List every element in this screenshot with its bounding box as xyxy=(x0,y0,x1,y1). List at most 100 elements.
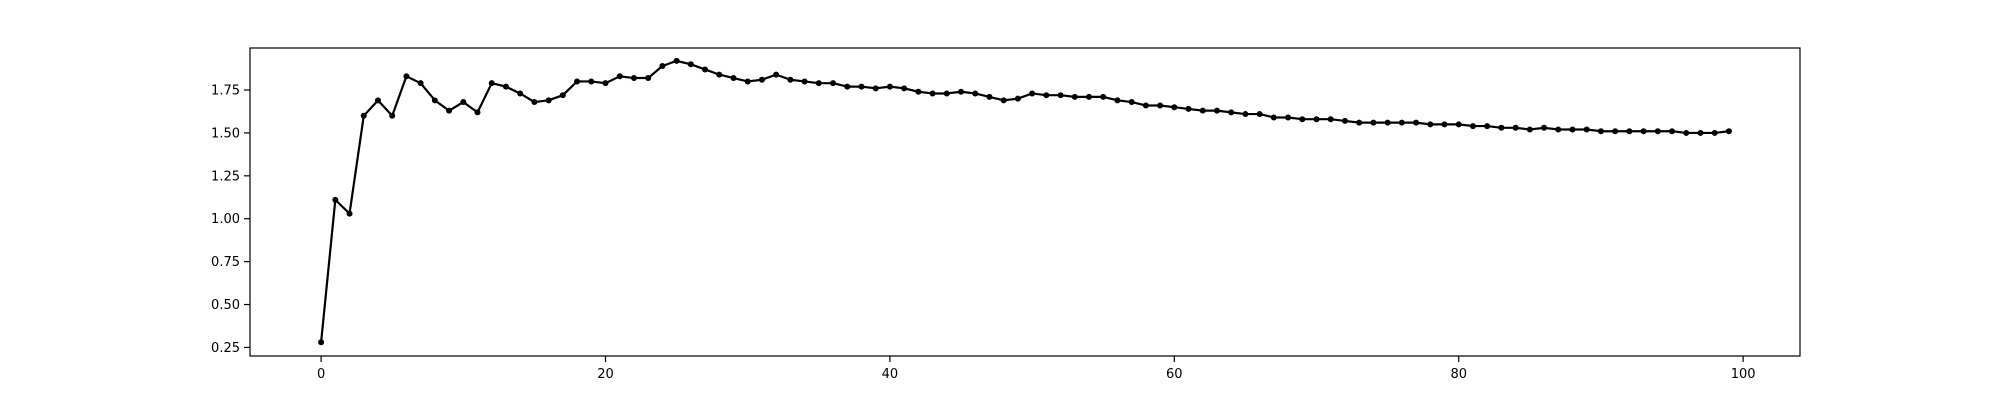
data-point xyxy=(1512,124,1519,131)
data-point xyxy=(460,99,467,106)
y-tick-label: 1.25 xyxy=(211,169,240,184)
data-point xyxy=(872,85,879,92)
data-point xyxy=(1541,124,1548,131)
x-tick-label: 20 xyxy=(597,367,614,382)
data-point xyxy=(1612,128,1619,135)
x-tick-label: 40 xyxy=(882,367,899,382)
data-point xyxy=(1043,92,1050,99)
data-point xyxy=(559,92,566,99)
data-point xyxy=(1341,117,1348,124)
y-axis: 0.25 0.50 0.75 1.00 1.25 1.50 1.75 xyxy=(211,84,250,356)
data-point xyxy=(630,75,637,82)
data-point xyxy=(1228,109,1235,116)
data-point xyxy=(773,71,780,78)
y-tick-label: 1.50 xyxy=(211,126,240,141)
data-point xyxy=(488,80,495,87)
data-point xyxy=(1270,114,1277,121)
data-point xyxy=(915,88,922,95)
y-tick-label: 0.25 xyxy=(211,341,240,356)
data-point xyxy=(645,75,652,82)
data-point xyxy=(1000,97,1007,104)
data-point xyxy=(346,210,353,217)
data-point xyxy=(502,83,509,90)
data-point xyxy=(730,75,737,82)
data-point xyxy=(830,80,837,87)
data-point xyxy=(574,78,581,85)
x-tick-label: 60 xyxy=(1166,367,1183,382)
data-point xyxy=(1014,95,1021,102)
data-point xyxy=(716,71,723,78)
x-tick-label: 100 xyxy=(1731,367,1756,382)
data-point xyxy=(1683,129,1690,136)
data-point xyxy=(602,80,609,87)
data-point xyxy=(1327,116,1334,123)
data-point xyxy=(1356,119,1363,126)
data-point xyxy=(673,57,680,64)
data-point xyxy=(1142,102,1149,109)
data-point xyxy=(1029,90,1036,97)
data-point xyxy=(531,99,538,106)
data-point xyxy=(417,80,424,87)
data-point xyxy=(1384,119,1391,126)
data-point xyxy=(1455,121,1462,128)
data-point xyxy=(659,63,666,70)
data-point xyxy=(545,97,552,104)
data-point xyxy=(389,112,396,119)
data-point xyxy=(1185,105,1192,112)
data-point xyxy=(403,73,410,80)
data-point xyxy=(1469,123,1476,130)
data-point xyxy=(1597,128,1604,135)
y-tick-label: 1.00 xyxy=(211,212,240,227)
data-point xyxy=(1071,93,1078,100)
data-point xyxy=(986,93,993,100)
data-point xyxy=(1199,107,1206,114)
y-tick-label: 0.50 xyxy=(211,298,240,313)
data-point xyxy=(374,97,381,104)
data-point xyxy=(943,90,950,97)
data-point xyxy=(1213,107,1220,114)
data-point xyxy=(517,90,524,97)
data-point xyxy=(1256,111,1263,118)
y-tick-label: 0.75 xyxy=(211,255,240,270)
series-line xyxy=(320,59,1730,343)
data-point xyxy=(588,78,595,85)
data-point xyxy=(1626,128,1633,135)
data-point xyxy=(1441,121,1448,128)
data-point xyxy=(1413,119,1420,126)
data-point xyxy=(787,76,794,83)
data-point xyxy=(687,61,694,68)
data-point xyxy=(616,73,623,80)
data-point xyxy=(474,109,481,116)
data-point xyxy=(1171,104,1178,111)
x-axis: 0 20 40 60 80 100 xyxy=(317,356,1756,382)
data-point xyxy=(1285,114,1292,121)
data-point xyxy=(318,339,325,346)
y-tick-label: 1.75 xyxy=(211,84,240,99)
data-point xyxy=(886,83,893,90)
data-point xyxy=(1085,93,1092,100)
data-point xyxy=(1398,119,1405,126)
data-point xyxy=(758,76,765,83)
data-point xyxy=(844,83,851,90)
data-point xyxy=(332,196,339,203)
data-point xyxy=(1555,126,1562,133)
data-point xyxy=(1697,129,1704,136)
data-point xyxy=(702,66,709,73)
series-layer xyxy=(318,57,1732,346)
data-point xyxy=(801,78,808,85)
data-point xyxy=(929,90,936,97)
data-point xyxy=(1583,126,1590,133)
data-point xyxy=(360,112,367,119)
data-point xyxy=(744,78,751,85)
data-point xyxy=(901,85,908,92)
data-point xyxy=(815,80,822,87)
data-point xyxy=(1057,92,1064,99)
data-point xyxy=(1569,126,1576,133)
data-point xyxy=(1299,116,1306,123)
data-point xyxy=(1114,97,1121,104)
data-point xyxy=(1313,116,1320,123)
data-point xyxy=(1498,124,1505,131)
data-point xyxy=(1526,126,1533,133)
data-point xyxy=(431,97,438,104)
